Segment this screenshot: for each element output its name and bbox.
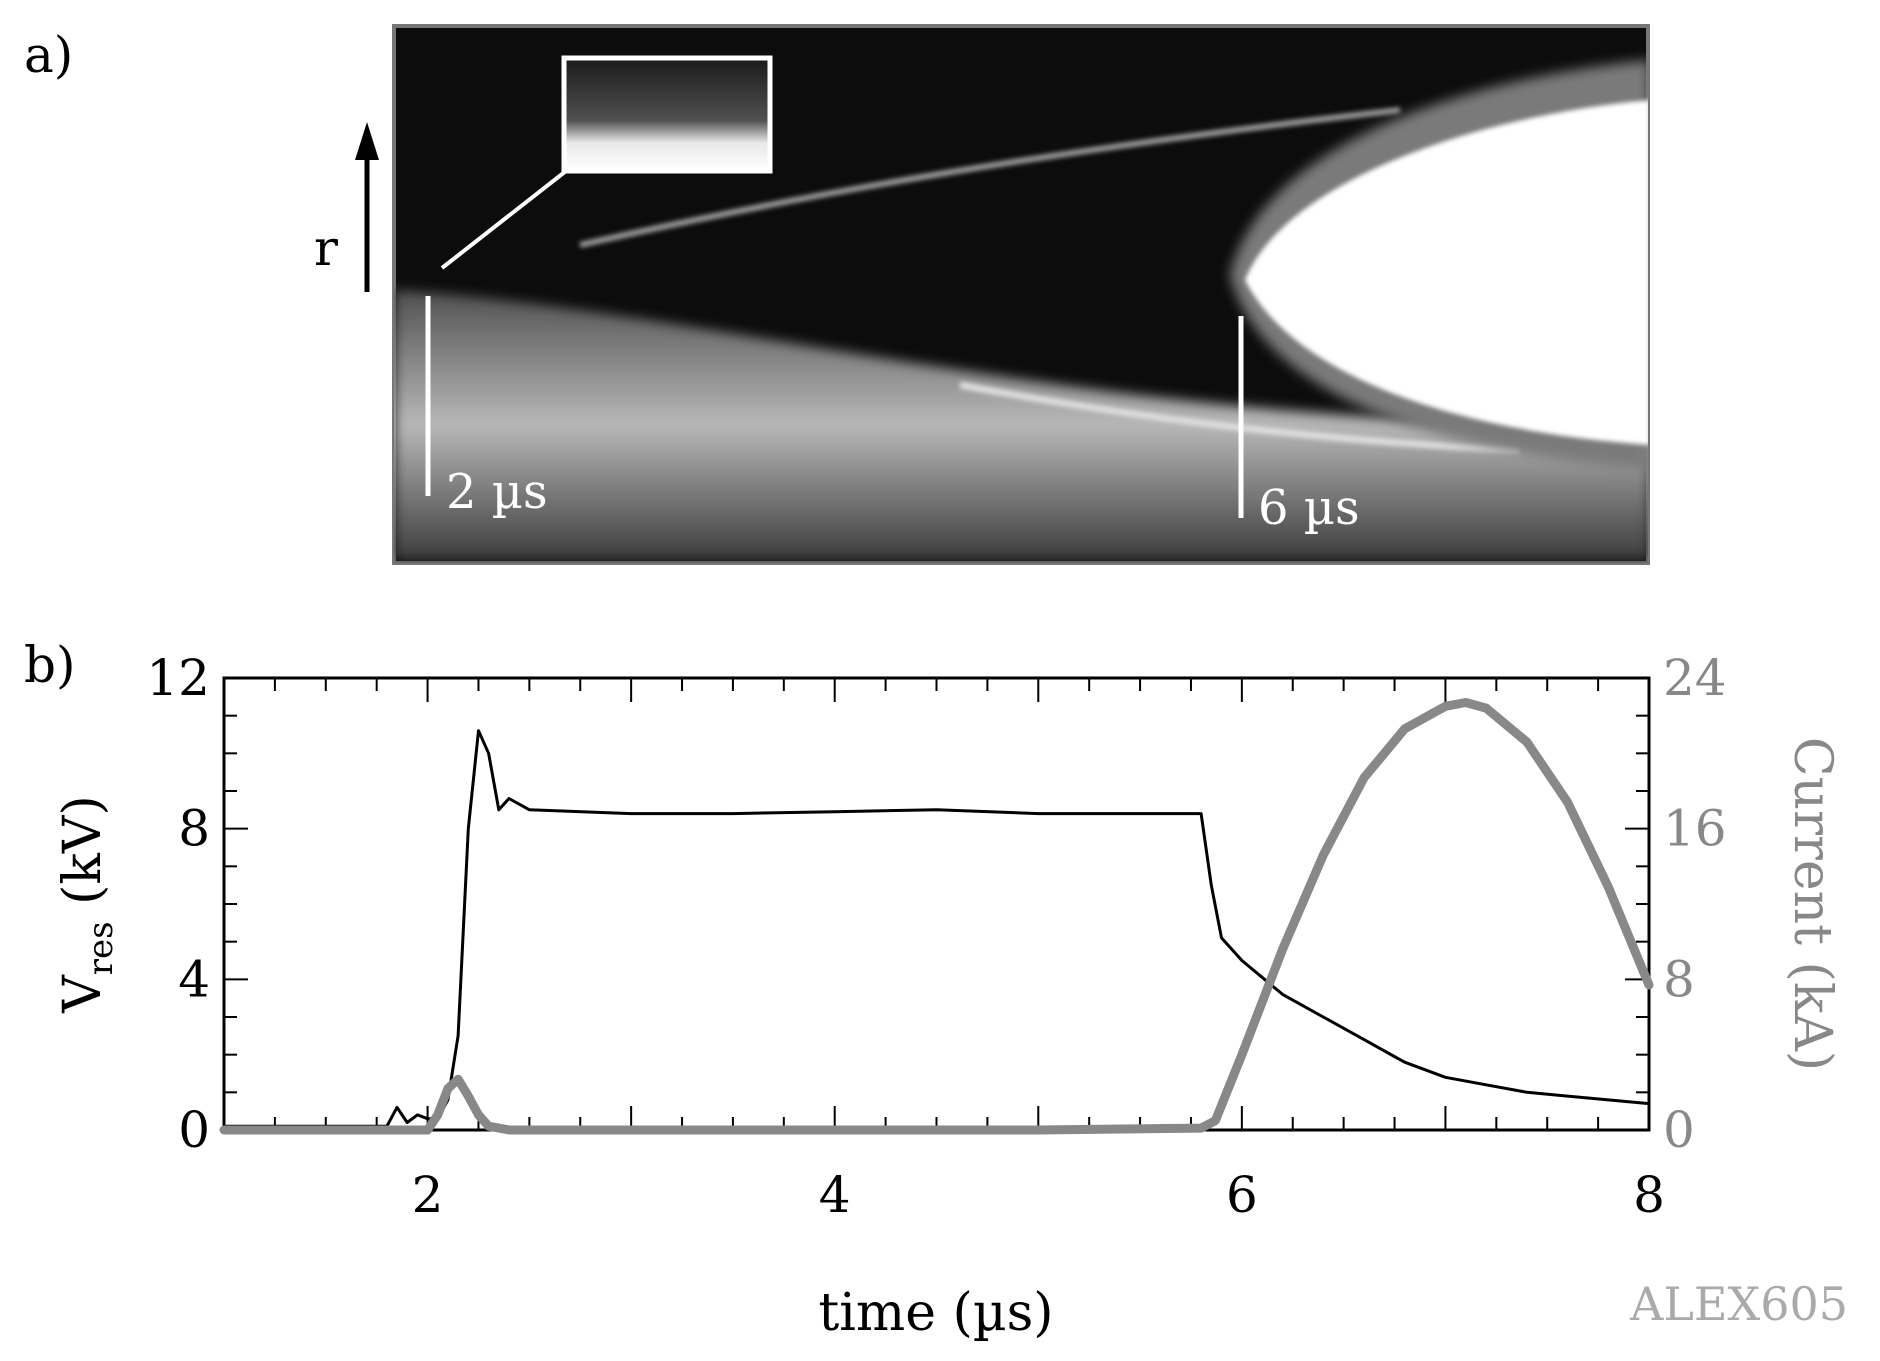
y-right-tick-label: 24 — [1663, 649, 1727, 707]
y-left-tick-label: 4 — [178, 950, 210, 1008]
x-axis-title: time (µs) — [818, 1283, 1053, 1343]
streak-image: 2 µs 6 µs — [392, 24, 1650, 565]
series-group — [219, 698, 1654, 1135]
marker-6us-label: 6 µs — [1258, 480, 1360, 536]
y-left-tick-label: 8 — [178, 800, 210, 858]
y-left-tick-labels: 0 4 8 12 — [146, 649, 210, 1159]
y-left-axis-title: Vres (kV) — [53, 795, 121, 1014]
x-tick-labels: 2 4 6 8 — [412, 1166, 1665, 1224]
voltage-series-line — [222, 729, 1651, 1128]
marker-2us-label: 2 µs — [446, 464, 548, 520]
y-right-axis-title: Current (kA) — [1782, 737, 1842, 1071]
lower-streak — [959, 381, 1521, 454]
x-tick-label: 6 — [1226, 1166, 1258, 1224]
x-tick-label: 4 — [819, 1166, 851, 1224]
y-left-tick-label: 12 — [146, 649, 210, 707]
panel-a-label: a) — [24, 26, 73, 84]
x-tick-label: 2 — [412, 1166, 444, 1224]
radius-label: r — [314, 219, 338, 277]
y-right-tick-label: 0 — [1663, 1101, 1695, 1159]
radius-arrow: r — [314, 122, 379, 292]
current-series-line — [219, 698, 1654, 1135]
plot-area — [219, 676, 1654, 1135]
lower-plasma-band — [394, 290, 1648, 560]
panel-b-label: b) — [24, 636, 76, 694]
y-right-tick-label: 16 — [1663, 800, 1727, 858]
inset-zoom — [440, 55, 773, 270]
y-right-tick-label: 8 — [1663, 950, 1695, 1008]
watermark: ALEX605 — [1629, 1277, 1848, 1331]
plot-frame — [222, 676, 1651, 1132]
ticks — [223, 677, 1650, 1131]
upper-streak — [579, 107, 1401, 248]
x-tick-label: 8 — [1633, 1166, 1665, 1224]
y-left-tick-label: 0 — [178, 1101, 210, 1159]
y-right-tick-labels: 0 8 16 24 — [1663, 649, 1727, 1159]
